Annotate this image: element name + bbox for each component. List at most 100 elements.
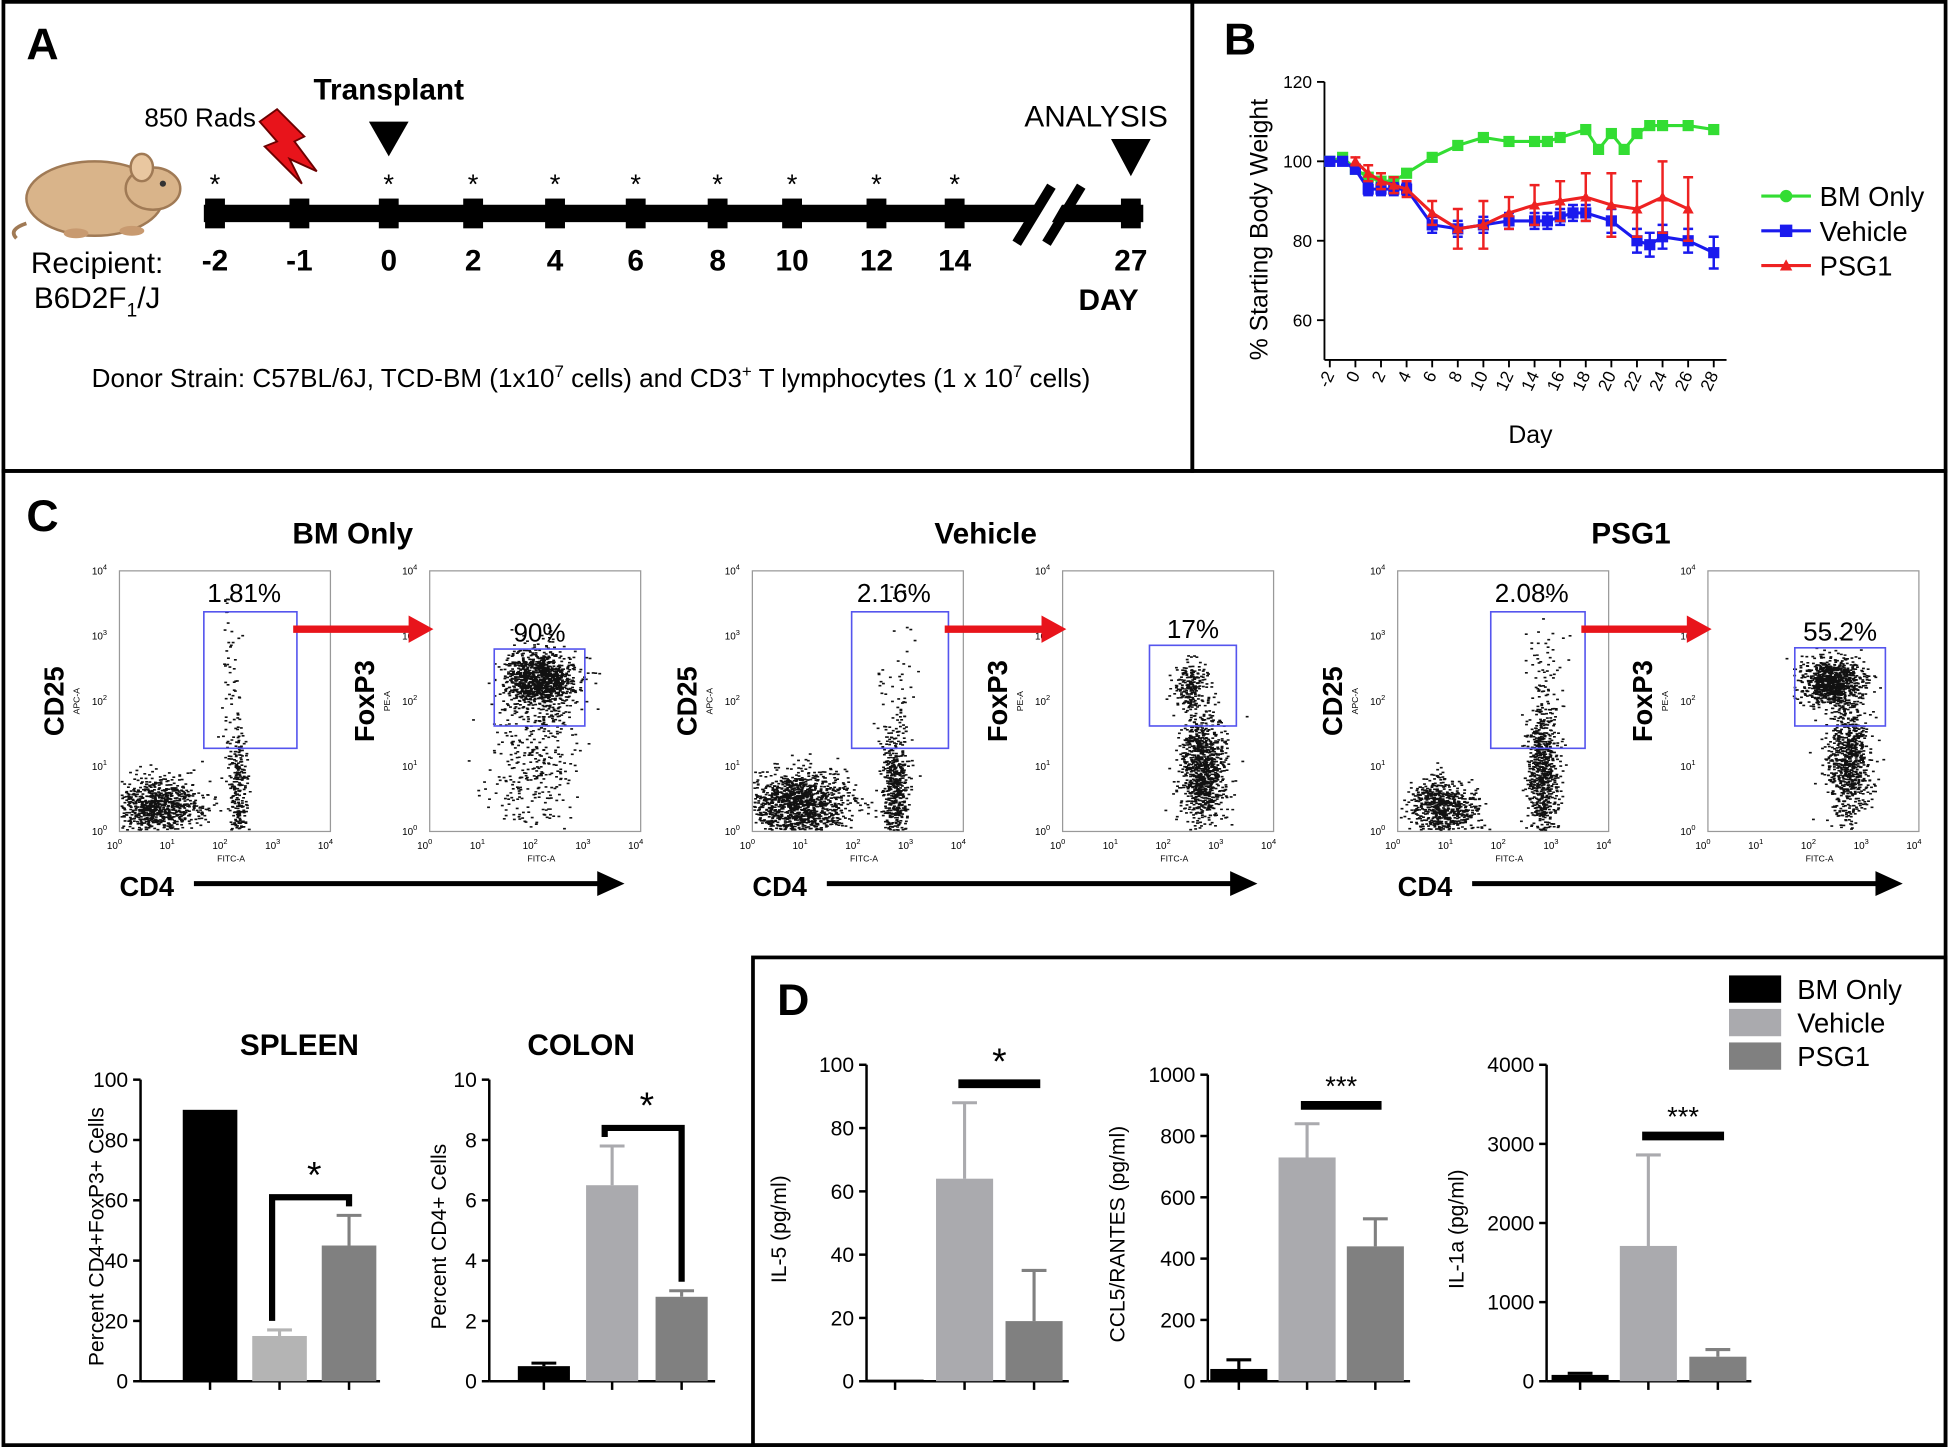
y-tick-label: 40	[831, 1244, 854, 1267]
y-tick-label: 120	[1283, 72, 1312, 92]
y-axis-label: Percent CD4+FoxP3+ Cells	[85, 1107, 108, 1366]
y-sub-label: APC-A	[72, 688, 82, 715]
point	[1708, 123, 1720, 136]
legend-swatch	[1729, 1042, 1782, 1070]
point	[1605, 127, 1617, 140]
tick-exponent: 3	[1865, 837, 1869, 846]
x-tick-label: 101	[470, 837, 485, 852]
gate-percent: 90%	[513, 618, 565, 648]
x-sub-label: FITC-A	[850, 853, 878, 863]
y-tick-label: 104	[1370, 563, 1385, 578]
tick-exponent: 4	[962, 837, 966, 846]
plot-frame	[1061, 570, 1275, 833]
y-tick-label: 100	[93, 1069, 128, 1092]
series-line	[1329, 159, 1715, 255]
tick-exponent: 1	[1759, 837, 1763, 846]
x-tick-label: 100	[1385, 837, 1400, 852]
y-tick-label: 100	[725, 823, 740, 838]
legend-label: BM Only	[1797, 974, 1902, 1005]
y-label: CD25	[39, 666, 70, 736]
significance-label: *	[307, 1153, 321, 1195]
x-tick-label: 103	[575, 837, 590, 852]
tick-exponent: 4	[1046, 563, 1050, 572]
tick-exponent: 1	[413, 758, 417, 767]
plot-frame	[118, 570, 332, 833]
tick-exponent: 4	[329, 837, 333, 846]
tick-exponent: 0	[103, 823, 107, 832]
point	[1631, 203, 1643, 214]
legend-label: PSG1	[1820, 251, 1893, 282]
x-tick-label: 103	[1543, 837, 1558, 852]
error-bar	[1635, 1153, 1661, 1246]
y-tick-label: 102	[1680, 693, 1695, 708]
x-tick-label: 100	[740, 837, 755, 852]
point	[1554, 131, 1566, 144]
y-tick-label: 80	[831, 1118, 854, 1141]
timeline-tick	[289, 198, 310, 229]
event-cloud	[1520, 595, 1572, 831]
x-label: CD4	[119, 871, 174, 902]
x-tick-label: 100	[107, 837, 122, 852]
y-tick-label: 200	[1160, 1309, 1195, 1332]
tick-exponent: 1	[1381, 758, 1385, 767]
panel-label: B	[1224, 16, 1256, 65]
significance-label: ***	[1325, 1070, 1357, 1101]
y-tick-label: 0	[465, 1371, 477, 1394]
bar	[321, 1245, 377, 1382]
y-tick-label: 102	[1035, 693, 1050, 708]
y-label: FoxP3	[1627, 660, 1658, 742]
y-tick-label: 104	[92, 563, 107, 578]
legend-marker	[1779, 189, 1793, 203]
gating-arrow	[944, 615, 1067, 643]
significance-label: *	[992, 1040, 1006, 1082]
point	[1708, 247, 1720, 259]
gate-percent: 1.81%	[207, 578, 281, 608]
group-title: Vehicle	[934, 518, 1037, 551]
panel-label: D	[777, 976, 809, 1025]
y-tick-label: 60	[1293, 310, 1312, 330]
radiation-label: 850 Rads	[144, 103, 256, 133]
x-tick-label: 28	[1696, 368, 1722, 394]
y-label: CD25	[672, 666, 703, 736]
point	[1541, 215, 1553, 227]
tick-exponent: 3	[736, 628, 740, 637]
y-axis-label: CCL5/RANTES (pg/ml)	[1107, 1126, 1130, 1343]
tick-exponent: 2	[856, 837, 860, 846]
tick-exponent: 2	[413, 693, 417, 702]
tick-exponent: 3	[1381, 628, 1385, 637]
x-tick-label: 104	[1906, 837, 1921, 852]
y-tick-label: 4000	[1487, 1054, 1534, 1077]
error-bar	[1567, 1371, 1593, 1375]
y-tick-label: 102	[1370, 693, 1385, 708]
text-part: 7	[1013, 362, 1022, 381]
bar	[252, 1335, 307, 1382]
point	[1580, 123, 1592, 136]
x-tick-label: 20	[1594, 368, 1620, 394]
bar	[1005, 1321, 1063, 1382]
error-bar	[531, 1361, 557, 1367]
point	[1401, 167, 1413, 179]
text-part: Donor Strain: C57BL/6J, TCD-BM (1x10	[92, 363, 555, 393]
tick-exponent: 0	[1396, 837, 1400, 846]
tick-exponent: 2	[534, 837, 538, 846]
y-tick-label: 0	[116, 1371, 128, 1394]
y-tick-label: 101	[725, 758, 740, 773]
bar	[586, 1185, 639, 1382]
injection-mark: *	[630, 169, 641, 200]
x-sub-label: FITC-A	[1160, 853, 1188, 863]
tick-exponent: 4	[1272, 837, 1276, 846]
timeline-break	[1012, 183, 1086, 246]
x-sub-label: FITC-A	[217, 853, 245, 863]
tick-exponent: 4	[1691, 563, 1695, 572]
timeline-tick	[944, 198, 965, 229]
y-tick-label: 102	[725, 693, 740, 708]
point	[1528, 135, 1541, 148]
x-arrow	[1472, 871, 1903, 896]
error-bar	[336, 1213, 362, 1246]
plot-frame	[429, 570, 642, 833]
x-tick-label: 104	[1596, 837, 1611, 852]
day-label: 14	[938, 245, 972, 278]
x-tick-label: 10	[1466, 368, 1492, 394]
x-tick-label: 12	[1491, 368, 1517, 394]
point	[1644, 120, 1656, 132]
